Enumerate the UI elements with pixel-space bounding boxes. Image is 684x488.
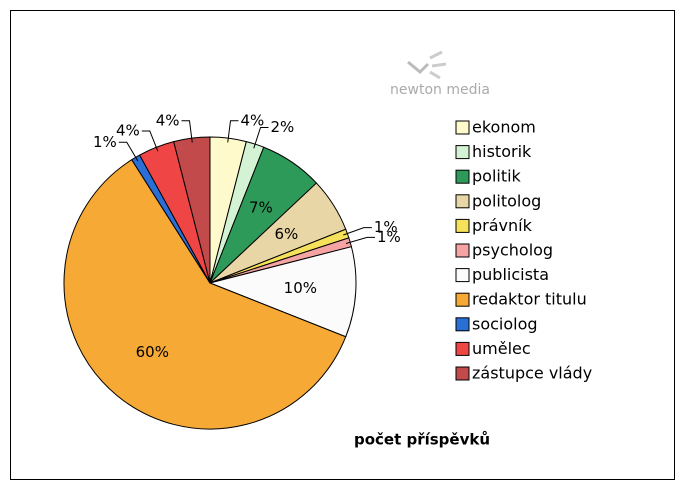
pie-slice bbox=[63, 159, 347, 430]
data-label: 60% bbox=[136, 343, 169, 361]
data-label: 10% bbox=[284, 279, 317, 297]
legend-label: redaktor titulu bbox=[472, 290, 587, 309]
leader-line bbox=[343, 227, 372, 236]
legend-label: ekonom bbox=[472, 118, 536, 137]
legend-swatch bbox=[455, 145, 470, 160]
legend-label: psycholog bbox=[472, 241, 553, 260]
legend-swatch bbox=[455, 243, 470, 258]
leader-line bbox=[118, 141, 139, 162]
legend-swatch bbox=[455, 366, 470, 381]
data-label: 4% bbox=[116, 121, 140, 139]
logo-text: newton media bbox=[390, 82, 490, 98]
data-label: 6% bbox=[275, 225, 299, 243]
data-label: 1% bbox=[93, 133, 117, 151]
legend-label: politolog bbox=[472, 191, 541, 210]
data-label: 4% bbox=[240, 111, 264, 129]
data-label: 1% bbox=[374, 218, 398, 236]
legend-label: zástupce vlády bbox=[472, 364, 592, 383]
legend-swatch bbox=[455, 120, 470, 135]
leader-line bbox=[181, 120, 193, 143]
legend-swatch bbox=[455, 194, 470, 209]
legend-label: sociolog bbox=[472, 314, 538, 333]
legend-label: historik bbox=[472, 142, 532, 161]
leader-line bbox=[141, 130, 159, 152]
data-label: 2% bbox=[271, 118, 295, 136]
leader-line bbox=[253, 126, 269, 149]
legend-swatch bbox=[455, 317, 470, 332]
pie-slice bbox=[208, 246, 357, 338]
legend-label: publicista bbox=[472, 265, 549, 284]
data-label: 4% bbox=[156, 111, 180, 129]
data-label: 1% bbox=[377, 228, 401, 246]
legend-swatch bbox=[455, 268, 470, 283]
legend-swatch bbox=[455, 169, 470, 184]
leader-line bbox=[227, 120, 239, 143]
legend-label: právník bbox=[472, 216, 533, 235]
legend-swatch bbox=[455, 218, 470, 233]
leader-line bbox=[345, 236, 376, 244]
legend-label: umělec bbox=[472, 339, 531, 358]
legend-label: politik bbox=[472, 167, 522, 186]
data-label: 7% bbox=[249, 199, 273, 217]
legend-swatch bbox=[455, 341, 470, 356]
logo-icon bbox=[407, 50, 447, 80]
legend-swatch bbox=[455, 292, 470, 307]
chart-title: počet příspěvků bbox=[354, 431, 490, 449]
